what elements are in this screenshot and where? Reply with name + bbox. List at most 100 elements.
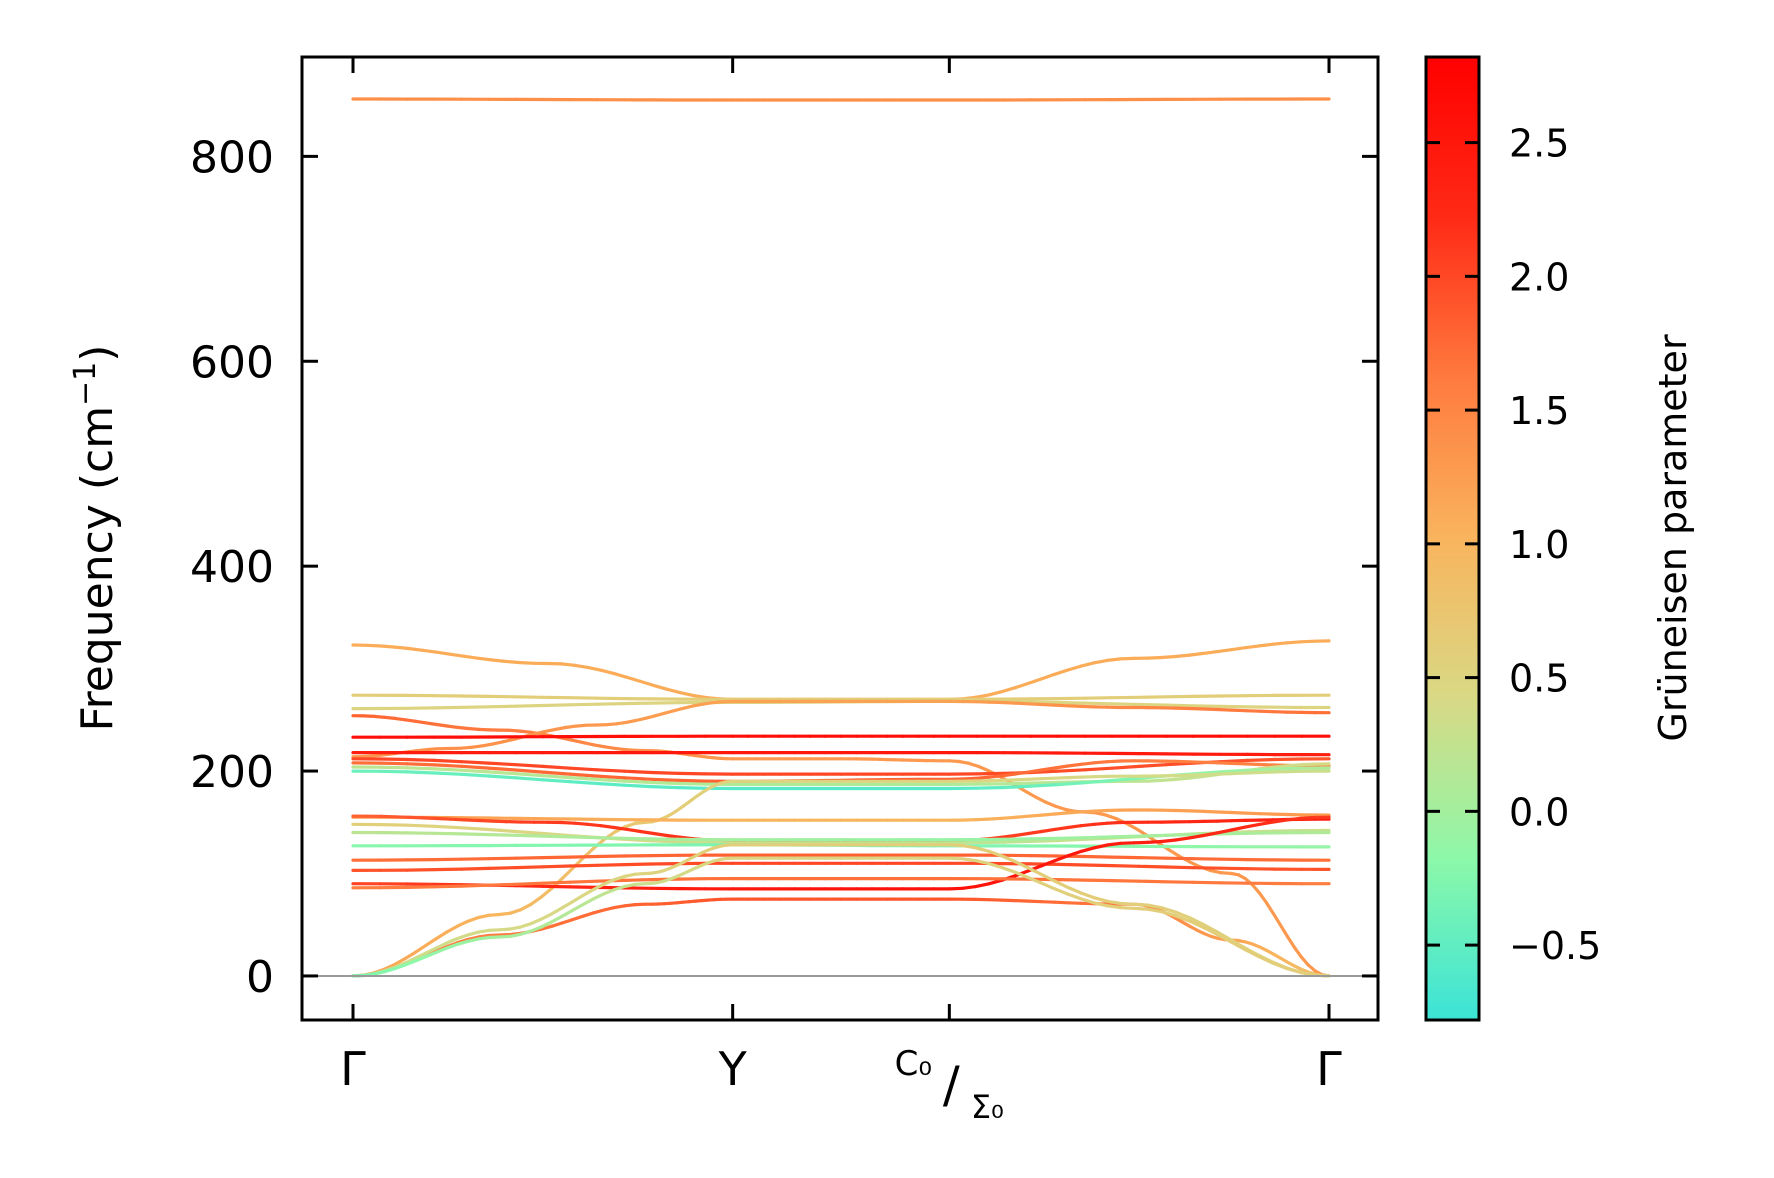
band-segment [595,781,626,787]
band-segment [1053,900,1070,905]
band-segment [568,775,599,782]
band-segment [1083,878,1114,883]
band-segment [514,865,545,870]
band-segment [459,764,491,770]
band-segment [676,840,708,845]
band-segment [612,671,629,680]
band-segment [1000,854,1017,864]
band-segment [568,772,599,778]
band-segment [497,911,512,917]
band-segment [432,705,464,710]
band-segment [487,761,518,767]
y-tick-label: 0 [246,952,274,1003]
band-segment [1000,898,1017,903]
band-segment [1187,860,1202,869]
band-segment [595,701,626,706]
band-segment [1118,841,1136,845]
band-segment [1173,914,1192,923]
band-segment [432,758,464,764]
band-segment [1000,833,1017,839]
band-segment [462,818,481,823]
band-segment [568,766,599,772]
band-segment [1000,778,1017,782]
band-segment [1001,784,1033,790]
band-segment [1066,762,1083,768]
band-segment [574,723,589,728]
band-segment [541,834,572,839]
band-segment [456,725,470,731]
band-segment [1039,872,1057,883]
band-segment [1105,759,1123,764]
band-segment [987,774,1004,779]
band-segment [672,706,686,713]
band-segment [393,716,407,722]
band-segment [1079,897,1096,905]
band-segment [459,705,491,710]
band-segment [1079,846,1096,854]
band-segment [1079,761,1096,766]
band-segment [1187,916,1206,927]
x-tick-label-bottom: Σ₀ [971,1088,1004,1126]
band-segment [1164,865,1196,870]
colorbar-label: Grüneisen parameter [1651,334,1695,742]
band-segment [1079,704,1096,709]
band-segment [1053,668,1070,676]
band-segment [586,822,603,828]
band-segment [1118,656,1136,661]
band-segment [595,774,626,780]
band-segment [459,826,491,832]
band-segment [560,908,575,918]
band-line [351,750,1331,757]
band-segment [1132,906,1150,911]
band-segment [487,704,518,709]
band-segment [1208,868,1223,875]
band-segment [1173,653,1192,659]
band-segment [1243,811,1261,816]
band-segment [1201,649,1220,656]
band-segment [508,925,522,931]
band-segment [1026,777,1044,781]
band-segment [459,883,491,888]
x-tick-label: Γ [340,1042,366,1096]
band-segment [701,700,715,706]
band-segment [1243,762,1261,767]
band-line [351,693,1331,701]
band-segment [459,866,491,871]
band-segment [1056,877,1087,882]
band-segment [514,763,545,769]
band-segment [405,757,436,763]
band-segment [676,771,708,776]
band-segment [987,689,1004,697]
band-line [351,861,1331,873]
band-segment [1215,761,1234,766]
band-segment [469,744,484,749]
band-segment [974,882,991,889]
band-segment [550,921,564,928]
band-segment [591,908,606,915]
band-segment [414,943,428,954]
band-segment [497,934,512,939]
band-line [351,769,1331,978]
band-segment [476,727,491,732]
band-segment [1039,859,1057,868]
band-segment [459,768,491,774]
band-segment [1201,772,1220,777]
band-segment [1173,776,1192,782]
band-segment [711,700,725,705]
band-segment [1000,686,1017,694]
band-segment [1167,847,1181,858]
band-segment [1026,813,1044,818]
band-segment [653,711,667,718]
band-segment [1000,772,1017,778]
band-segment [1053,825,1070,832]
band-line [351,830,1331,842]
band-segment [633,820,648,826]
band-segment [514,768,545,774]
band-segment [1056,768,1087,773]
band-segment [591,892,606,901]
band-segment [625,675,643,684]
band-segment [476,818,494,823]
band-segment [1118,901,1136,906]
band-segment [1118,906,1136,910]
